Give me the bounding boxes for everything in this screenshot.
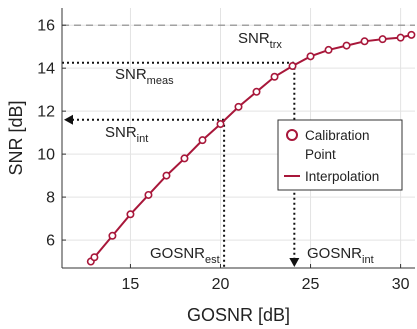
x-axis-title: GOSNR [dB] (187, 305, 290, 325)
legend-label-calibration: Calibration (305, 128, 370, 143)
x-tick-label: 15 (122, 276, 140, 293)
annotation-snr-trx: SNRtrx (238, 30, 282, 51)
calibration-point (288, 62, 297, 71)
annotation-subscript: int (137, 133, 149, 145)
calibration-point (252, 87, 261, 96)
calibration-point (306, 52, 315, 61)
annotation-base: SNR (238, 30, 270, 47)
gosnr-int-arrowhead (289, 258, 300, 267)
annotation-snr-int: SNRint (105, 124, 148, 145)
y-tick-label: 8 (46, 190, 55, 207)
annotation-subscript: trx (270, 39, 283, 51)
x-tick-label: 25 (302, 276, 320, 293)
series (86, 30, 416, 266)
y-axis-title: SNR [dB] (6, 100, 26, 175)
calibration-point (270, 72, 279, 81)
calibration-point (396, 33, 405, 42)
calibration-point (342, 41, 351, 50)
calibration-point (360, 37, 369, 46)
calibration-point (90, 253, 99, 262)
y-tick-label: 6 (46, 233, 55, 250)
annotation-base: SNR (105, 124, 137, 141)
annotation-subscript: meas (147, 75, 174, 87)
legend-marker-calibration-point (286, 129, 298, 141)
calibration-point (234, 102, 243, 111)
legend-label-point: Point (305, 147, 336, 162)
annotation-gosnr-est: GOSNRest (150, 245, 220, 266)
axes: 15 20 25 30 6 8 10 12 14 16 (37, 8, 415, 293)
calibration-point (180, 154, 189, 163)
x-tick-label: 30 (392, 276, 410, 293)
calibration-point (378, 35, 387, 44)
calibration-point (216, 120, 225, 129)
annotation-subscript: int (362, 254, 374, 266)
annotation-subscript: est (205, 254, 220, 266)
reference-lines (62, 24, 415, 268)
legend-box (277, 119, 403, 191)
annotation-base: GOSNR (150, 245, 205, 262)
y-tick-label: 14 (37, 61, 55, 78)
calibration-point (126, 210, 135, 219)
y-tick-label: 10 (37, 147, 55, 164)
calibration-point (162, 171, 171, 180)
annotation-base: SNR (115, 66, 147, 83)
calibration-point (324, 45, 333, 54)
calibration-point (144, 190, 153, 199)
annotation-gosnr-int: GOSNRint (307, 245, 374, 266)
annotation-base: GOSNR (307, 245, 362, 262)
annotation-snr-meas: SNRmeas (115, 66, 174, 87)
calibration-point (108, 231, 117, 240)
x-tick-label: 20 (212, 276, 230, 293)
snr-int-arrowhead (64, 114, 73, 125)
legend: Calibration Point Interpolation (277, 119, 403, 191)
calibration-point (407, 30, 416, 39)
calibration-point (198, 136, 207, 145)
legend-label-interpolation: Interpolation (305, 169, 379, 184)
y-tick-label: 12 (37, 104, 55, 121)
y-tick-label: 16 (37, 18, 55, 35)
